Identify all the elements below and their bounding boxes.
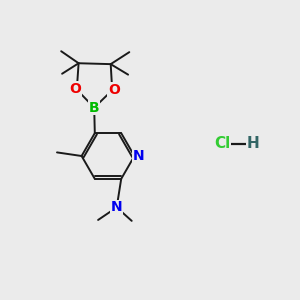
Text: N: N (133, 149, 145, 163)
Text: O: O (69, 82, 81, 96)
Text: H: H (247, 136, 260, 152)
Text: B: B (89, 100, 100, 115)
Text: Cl: Cl (214, 136, 230, 152)
Text: N: N (111, 200, 122, 214)
Text: O: O (108, 82, 120, 97)
